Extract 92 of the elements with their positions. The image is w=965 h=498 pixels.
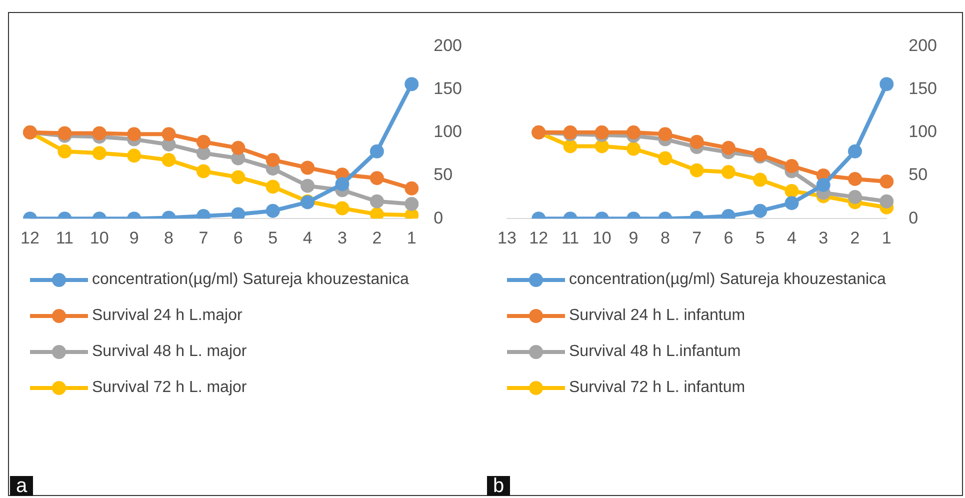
point <box>784 184 799 198</box>
x-tick-label: 10 <box>90 228 109 248</box>
y-tick-label: 200 <box>908 36 938 55</box>
point <box>266 204 280 218</box>
y-tick-label: 100 <box>908 122 938 142</box>
x-tick-label: 4 <box>302 228 312 248</box>
point <box>404 196 419 211</box>
legend-label: concentration(µg/ml) Satureja khouzestanica <box>569 271 886 289</box>
x-tick-label: 8 <box>164 228 174 248</box>
y-tick-label: 50 <box>434 165 453 184</box>
point <box>335 177 350 192</box>
point <box>563 139 578 154</box>
point <box>626 125 641 140</box>
y-tick-label: 150 <box>908 78 938 98</box>
point <box>162 127 176 142</box>
point <box>404 181 419 196</box>
text: a <box>10 475 34 497</box>
y-tick-label: 100 <box>434 122 462 142</box>
legend-label: concentration(µg/ml) Satureja khouzestanica <box>92 271 409 289</box>
point <box>404 77 419 92</box>
x-tick-label: 11 <box>561 228 580 248</box>
x-tick-label: 5 <box>755 228 765 248</box>
point <box>658 127 672 142</box>
point <box>370 194 384 208</box>
x-tick-label: 10 <box>592 228 612 248</box>
x-tick-label: 7 <box>692 228 702 248</box>
point <box>92 146 106 160</box>
y-tick-label: 0 <box>908 208 918 228</box>
point <box>92 126 106 140</box>
legend-label: Survival 24 h L.major <box>92 307 242 325</box>
point <box>162 152 176 167</box>
point <box>880 174 894 189</box>
point <box>300 160 315 175</box>
x-tick-label: 3 <box>818 228 828 248</box>
point <box>784 159 799 174</box>
y-tick-label: 200 <box>434 36 462 55</box>
point <box>848 172 862 186</box>
point <box>753 204 768 218</box>
x-tick-label: 12 <box>529 228 548 248</box>
point <box>816 178 830 192</box>
point <box>880 194 894 208</box>
legend-label: Survival 72 h L. infantum <box>569 379 746 397</box>
point <box>784 196 799 210</box>
point <box>370 171 384 186</box>
point <box>690 163 704 178</box>
point <box>753 172 768 187</box>
point <box>370 144 384 158</box>
point <box>594 125 609 140</box>
x-tick-label: 9 <box>129 228 139 248</box>
point <box>658 151 672 166</box>
point <box>127 148 142 163</box>
point <box>58 126 72 140</box>
point <box>196 134 210 149</box>
x-tick-label: 1 <box>882 228 892 248</box>
point <box>880 77 894 92</box>
x-tick-label: 4 <box>786 228 796 248</box>
x-tick-label: 6 <box>724 228 734 248</box>
legend-label: Survival 48 h L. major <box>92 343 247 361</box>
point <box>721 165 736 180</box>
point <box>231 140 246 155</box>
x-tick-label: 8 <box>660 228 670 248</box>
y-tick-label: 0 <box>434 208 444 228</box>
point <box>127 127 142 142</box>
legend-label: Survival 24 h L. infantum <box>569 307 746 325</box>
x-tick-label: 12 <box>20 228 40 248</box>
point <box>335 201 350 216</box>
point <box>848 190 862 204</box>
point <box>690 134 704 149</box>
x-tick-label: 1 <box>406 228 416 248</box>
y-tick-label: 50 <box>908 165 928 184</box>
x-tick-label: 9 <box>628 228 638 248</box>
point <box>300 178 315 193</box>
x-tick-label: 3 <box>338 228 347 248</box>
x-tick-label: 5 <box>268 228 278 248</box>
point <box>196 164 210 178</box>
legend-label: Survival 72 h L. major <box>92 379 247 397</box>
y-tick-label: 150 <box>434 78 462 98</box>
x-tick-label: 11 <box>56 228 74 248</box>
x-tick-label: 6 <box>233 228 243 248</box>
point <box>626 142 641 156</box>
x-tick-label: 2 <box>850 228 860 248</box>
point <box>721 140 736 155</box>
point <box>266 152 280 167</box>
point <box>58 144 72 158</box>
point <box>231 170 246 184</box>
legend-label: Survival 48 h L.infantum <box>569 343 741 361</box>
point <box>848 144 862 158</box>
x-tick-label: 2 <box>372 228 382 248</box>
point <box>266 180 280 194</box>
x-tick-label: 13 <box>498 228 516 248</box>
text: b <box>487 475 510 497</box>
x-tick-label: 7 <box>198 228 208 248</box>
